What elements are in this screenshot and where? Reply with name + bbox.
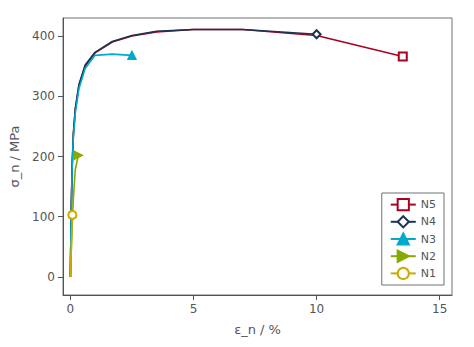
svg-text:ε_n / %: ε_n / % <box>234 322 281 337</box>
svg-text:σ_n / MPa: σ_n / MPa <box>7 125 22 187</box>
svg-text:200: 200 <box>32 150 55 164</box>
svg-text:15: 15 <box>432 302 447 316</box>
svg-text:400: 400 <box>32 29 55 43</box>
svg-text:N2: N2 <box>421 250 436 263</box>
svg-text:5: 5 <box>190 302 198 316</box>
svg-text:10: 10 <box>309 302 324 316</box>
svg-text:N3: N3 <box>421 233 436 246</box>
svg-text:N1: N1 <box>421 267 436 280</box>
svg-text:N5: N5 <box>421 198 436 211</box>
svg-text:0: 0 <box>47 270 55 284</box>
svg-text:N4: N4 <box>421 215 436 228</box>
svg-text:100: 100 <box>32 210 55 224</box>
svg-text:300: 300 <box>32 89 55 103</box>
svg-text:0: 0 <box>67 302 75 316</box>
